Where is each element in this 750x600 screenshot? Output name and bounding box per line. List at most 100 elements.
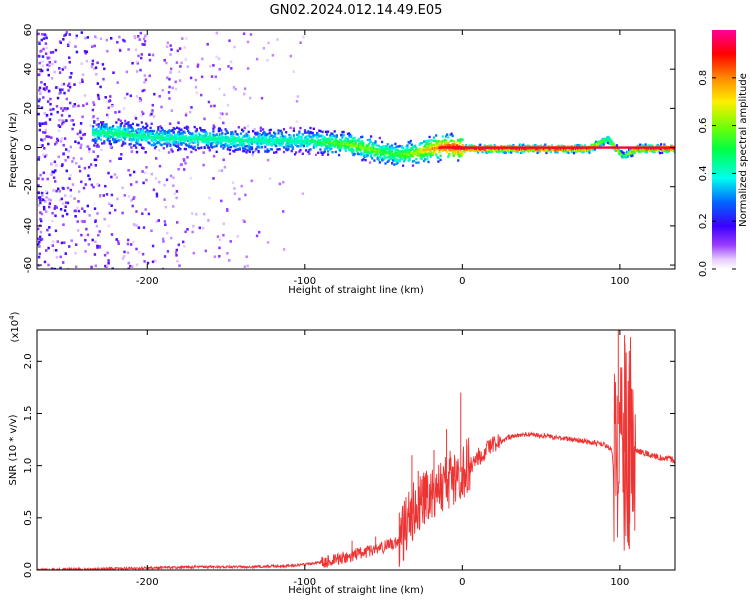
spectrogram-cell xyxy=(151,260,155,264)
spectrogram-cell xyxy=(37,112,40,116)
spectrogram-cell xyxy=(237,126,240,129)
spectrogram-cell xyxy=(408,141,411,145)
spectrogram-cell xyxy=(155,220,159,223)
spectrogram-cell xyxy=(301,192,305,195)
spectrogram-cell xyxy=(49,108,52,112)
spectrogram-cell xyxy=(103,125,106,128)
spectrogram-cell xyxy=(580,144,583,148)
spectrogram-cell xyxy=(61,122,64,126)
spectrogram-cell xyxy=(349,141,352,144)
spectrogram-cell xyxy=(89,124,92,127)
spectrogram-cell xyxy=(96,183,99,186)
spectrogram-cell xyxy=(153,142,157,146)
spectrogram-cell xyxy=(107,224,110,228)
spectrogram-cell xyxy=(171,86,174,90)
spectrogram-cell xyxy=(43,112,46,115)
spectrogram-cell xyxy=(299,41,302,44)
spectrogram-cell xyxy=(289,126,292,129)
spectrogram-cell xyxy=(277,129,280,132)
spectrogram-cell xyxy=(91,238,94,242)
spectrogram-cell xyxy=(166,76,169,80)
spectrogram-cell xyxy=(371,151,374,154)
spectrogram-cell xyxy=(638,144,641,148)
spectrogram-cell xyxy=(410,143,413,146)
spectrogram-cell xyxy=(515,150,518,153)
spectrogram-cell xyxy=(437,156,440,160)
spectrogram-cell xyxy=(359,140,362,143)
spectrogram-cell xyxy=(268,177,272,180)
spectrogram-cell xyxy=(170,134,173,137)
x-tick-label: 0 xyxy=(459,276,465,287)
spectrogram-cell xyxy=(121,186,124,190)
spectrogram-cell xyxy=(178,136,181,139)
spectrogram-cell xyxy=(50,173,53,176)
spectrogram-cell xyxy=(175,196,178,200)
spectrogram-cell xyxy=(282,146,286,149)
spectrogram-cell xyxy=(644,143,647,146)
spectrogram-cell xyxy=(114,133,117,136)
spectrogram-cell xyxy=(212,177,215,180)
spectrogram-cell xyxy=(53,160,57,164)
spectrogram-cell xyxy=(353,152,356,156)
x-tick-label: 100 xyxy=(610,577,629,588)
spectrogram-cell xyxy=(63,137,67,140)
spectrogram-cell xyxy=(226,208,229,211)
spectrogram-cell xyxy=(105,38,108,42)
spectrogram-cell xyxy=(282,128,286,131)
spectrogram-cell xyxy=(437,160,440,163)
spectrogram-cell xyxy=(219,112,223,115)
spectrogram-cell xyxy=(645,151,648,154)
spectrogram-cell xyxy=(276,148,279,151)
spectrogram-cell xyxy=(166,231,169,235)
spectrogram-cell xyxy=(226,136,229,139)
spectrogram-cell xyxy=(37,156,41,159)
spectrogram-cell xyxy=(510,151,513,154)
spectrogram-cell xyxy=(448,144,451,147)
spectrogram-cell xyxy=(574,149,577,152)
spectrogram-cell xyxy=(458,142,461,145)
spectrogram-cell xyxy=(320,151,323,154)
spectrogram-cell xyxy=(221,135,224,138)
spectrogram-cell xyxy=(608,137,611,140)
spectrogram-cell xyxy=(258,134,261,137)
spectrogram-cell xyxy=(242,145,245,149)
spectrogram-cell xyxy=(125,128,128,132)
spectrogram-cell xyxy=(259,126,262,129)
spectrogram-cell xyxy=(131,204,134,208)
spectrogram-cell xyxy=(301,152,304,155)
spectrogram-cell xyxy=(177,167,180,171)
spectrogram-cell xyxy=(60,107,63,110)
spectrogram-cell xyxy=(126,92,129,96)
spectrogram-cell xyxy=(298,150,301,153)
spectrogram-cell xyxy=(184,162,187,165)
spectrogram-cell xyxy=(166,145,169,148)
spectrogram-cell xyxy=(56,110,59,114)
spectrogram-cell xyxy=(88,177,91,181)
spectrogram-cell xyxy=(168,97,171,100)
spectrogram-cell xyxy=(54,205,57,208)
spectrogram-cell xyxy=(526,149,529,152)
spectrogram-cell xyxy=(80,233,83,237)
spectrogram-cell xyxy=(218,68,221,71)
spectrogram-cell xyxy=(135,224,138,227)
spectrogram-cell xyxy=(137,54,140,58)
spectrogram-cell xyxy=(418,147,421,151)
spectrogram-cell xyxy=(161,237,165,241)
spectrogram-cell xyxy=(179,132,182,135)
spectrogram-cell xyxy=(45,36,48,40)
spectrogram-cell xyxy=(285,131,288,134)
spectrogram-cell xyxy=(38,73,41,76)
spectrogram-cell xyxy=(277,132,280,135)
spectrogram-cell xyxy=(64,33,67,36)
spectrogram-cell xyxy=(162,137,165,141)
spectrogram-cell xyxy=(533,150,536,153)
spectrogram-cell xyxy=(84,183,87,186)
spectrogram-cell xyxy=(405,150,408,153)
spectrogram-cell xyxy=(110,37,113,40)
spectrogram-cell xyxy=(246,264,249,268)
spectrogram-cell xyxy=(209,132,212,135)
spectrogram-cell xyxy=(391,149,394,153)
spectrogram-cell xyxy=(243,126,246,130)
spectrogram-cell xyxy=(192,224,195,228)
spectrogram-cell xyxy=(50,162,53,166)
